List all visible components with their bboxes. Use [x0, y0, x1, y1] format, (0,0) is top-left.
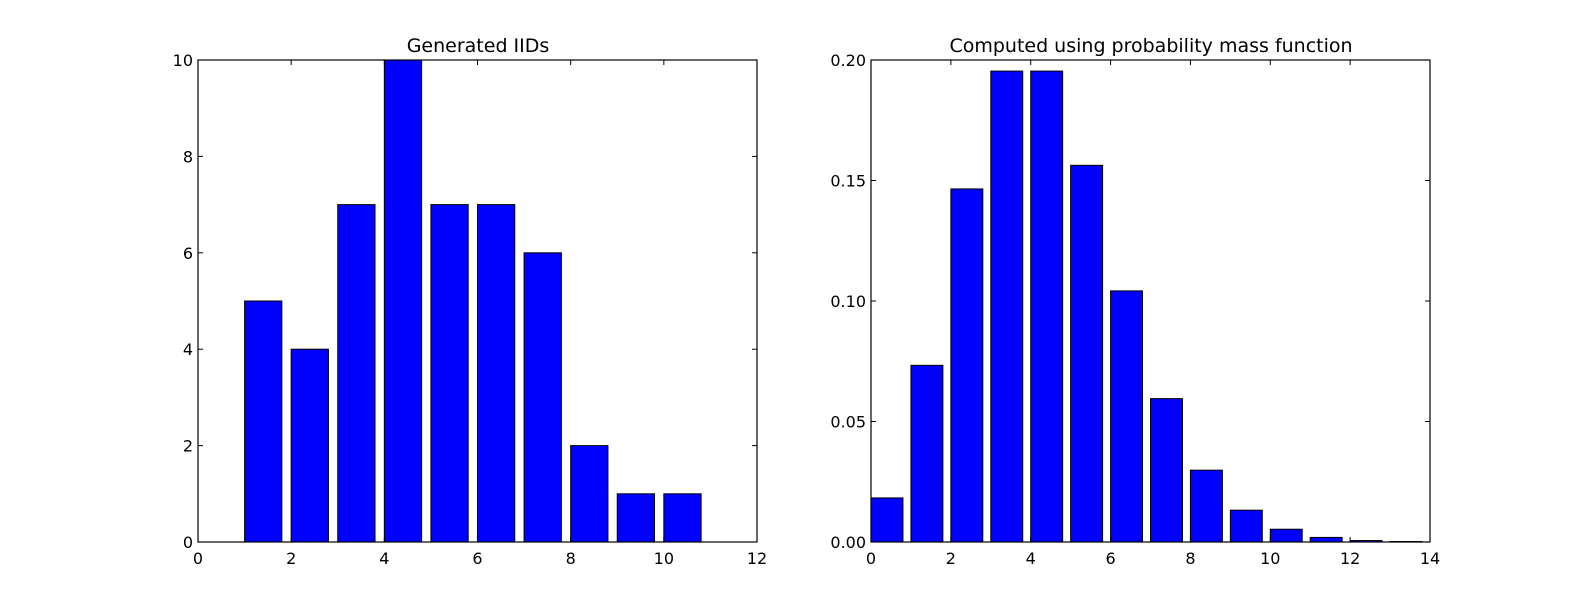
bar-probability-mass-function-7: [1150, 398, 1183, 543]
x-tick-label: 10: [654, 549, 674, 568]
plot-frame-generated-iids: [197, 59, 758, 543]
bar-generated-iids-9: [616, 493, 656, 543]
x-tick-label: 6: [1105, 549, 1115, 568]
ticks-generated-iids: 0 2 4 6 8 10 12 0 2 4 6 8 10: [173, 51, 768, 568]
x-tick-label: 14: [1420, 549, 1440, 568]
bar-generated-iids-3: [337, 204, 376, 543]
x-tick-label: 0: [866, 549, 876, 568]
bar-probability-mass-function-8: [1189, 469, 1223, 543]
bar-generated-iids-6: [477, 204, 516, 543]
bar-generated-iids-5: [430, 204, 469, 543]
x-tick-label: 10: [1260, 549, 1280, 568]
x-tick-label: 6: [472, 549, 482, 568]
chart-title-generated-iids: Generated IIDs: [407, 35, 550, 57]
bar-probability-mass-function-4: [1030, 70, 1064, 543]
bar-generated-iids-1: [244, 300, 283, 543]
y-tick-label: 0: [183, 533, 193, 552]
y-tick-label: 10: [173, 51, 193, 70]
chart-title-probability-mass-function: Computed using probability mass function: [949, 35, 1352, 57]
plot-frame-probability-mass-function: [870, 59, 1431, 543]
x-tick-label: 4: [1026, 549, 1036, 568]
bar-generated-iids-7: [523, 252, 562, 543]
chart-generated-iids: Generated IIDs 0 2 4 6 8 10 12 0 2 4 6 8 10: [173, 35, 768, 568]
y-tick-label: 0.00: [830, 533, 866, 552]
ticks-probability-mass-function: 0 2 4 6 8 10 12 14 0.00 0.05 0.10 0.15 0.20: [830, 51, 1440, 568]
x-tick-label: 12: [1340, 549, 1360, 568]
x-tick-label: 2: [286, 549, 296, 568]
x-tick-label: 8: [1185, 549, 1195, 568]
bars-probability-mass-function: [870, 70, 1423, 543]
x-tick-label: 4: [379, 549, 389, 568]
x-tick-label: 8: [566, 549, 576, 568]
y-tick-label: 0.15: [830, 172, 866, 191]
bar-generated-iids-2: [290, 348, 329, 543]
bar-probability-mass-function-11: [1309, 536, 1343, 543]
bars-generated-iids: [244, 59, 702, 543]
x-tick-label: 2: [946, 549, 956, 568]
bar-probability-mass-function-1: [910, 364, 944, 543]
bar-generated-iids-8: [570, 445, 609, 543]
bar-probability-mass-function-0: [870, 497, 904, 543]
bar-probability-mass-function-10: [1269, 528, 1303, 543]
chart-probability-mass-function: Computed using probability mass function…: [830, 35, 1440, 568]
bar-generated-iids-4: [383, 59, 423, 543]
y-tick-label: 0.05: [830, 413, 866, 432]
y-tick-label: 6: [183, 244, 193, 263]
bar-probability-mass-function-9: [1229, 509, 1263, 543]
x-tick-label: 0: [193, 549, 203, 568]
bar-probability-mass-function-2: [950, 188, 984, 543]
x-tick-label: 12: [747, 549, 767, 568]
y-tick-label: 0.20: [830, 51, 866, 70]
bar-probability-mass-function-6: [1110, 290, 1144, 543]
y-tick-label: 2: [183, 437, 193, 456]
y-tick-label: 8: [183, 147, 193, 166]
bar-probability-mass-function-5: [1070, 164, 1104, 543]
y-tick-label: 0.10: [830, 292, 866, 311]
bar-generated-iids-10: [663, 493, 702, 543]
bar-probability-mass-function-3: [990, 70, 1024, 543]
y-tick-label: 4: [183, 340, 193, 359]
